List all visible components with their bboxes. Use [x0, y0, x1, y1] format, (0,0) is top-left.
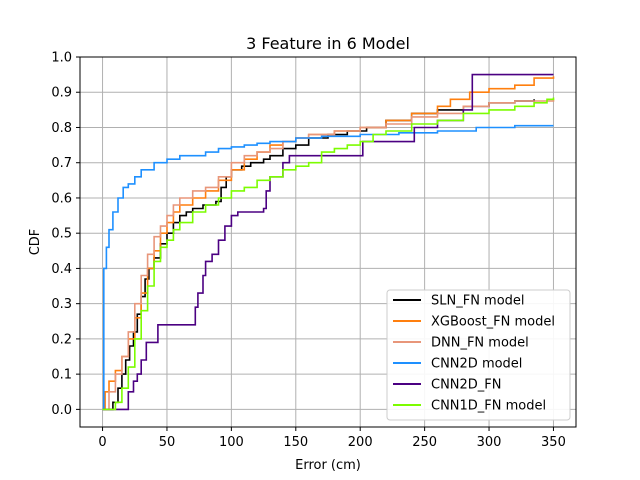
- y-tick-label: 0.9: [51, 86, 72, 101]
- x-tick-label: 350: [541, 435, 566, 450]
- x-tick-label: 300: [477, 435, 502, 450]
- x-tick-label: 100: [219, 435, 244, 450]
- y-axis-label: CDF: [28, 229, 43, 256]
- x-axis-label: Error (cm): [295, 458, 361, 473]
- chart-title: 3 Feature in 6 Model: [246, 34, 410, 53]
- y-tick-label: 0.5: [51, 227, 72, 242]
- y-tick-label: 0.7: [51, 156, 72, 171]
- legend-items: SLN_FN model XGBoost_FN model DNN_FN model…: [393, 294, 555, 414]
- y-tick-label: 1.0: [51, 51, 72, 66]
- axis-ticks: 0 50 100 150 200 250 300 350 0.0 0.1 0.2 0.3 0.4 0.5 0…: [51, 51, 566, 451]
- series-line-dnn-fn-model: [102, 99, 555, 411]
- x-tick-label: 0: [98, 435, 106, 450]
- legend-label-cnn2d-model: CNN2D model: [431, 357, 522, 372]
- y-tick-label: 0.3: [51, 297, 72, 312]
- legend-label-sln-fn-model: SLN_FN model: [431, 294, 525, 309]
- legend-box: [386, 289, 571, 421]
- y-tick-label: 0.6: [51, 191, 72, 206]
- series-line-cnn1d-fn-model: [102, 97, 555, 411]
- y-tick-label: 0.1: [51, 368, 72, 383]
- plot-frame: [79, 56, 577, 428]
- legend-label-xgboost-fn-model: XGBoost_FN model: [431, 315, 555, 330]
- legend: SLN_FN model XGBoost_FN model DNN_FN model…: [386, 289, 571, 421]
- y-tick-label: 0.2: [51, 332, 72, 347]
- x-tick-label: 250: [412, 435, 437, 450]
- x-tick-label: 150: [283, 435, 308, 450]
- x-tick-label: 200: [348, 435, 373, 450]
- y-tick-label: 0.4: [51, 262, 72, 277]
- legend-label-cnn1d-fn-model: CNN1D_FN model: [431, 399, 546, 414]
- series-line-cnn2d-fn: [102, 73, 554, 411]
- y-tick-label: 0.0: [51, 403, 72, 418]
- series-lines: [102, 73, 555, 411]
- legend-label-dnn-fn-model: DNN_FN model: [431, 336, 529, 351]
- y-tick-label: 0.8: [51, 121, 72, 136]
- x-tick-label: 50: [159, 435, 176, 450]
- legend-label-cnn2d-fn: CNN2D_FN: [431, 378, 502, 393]
